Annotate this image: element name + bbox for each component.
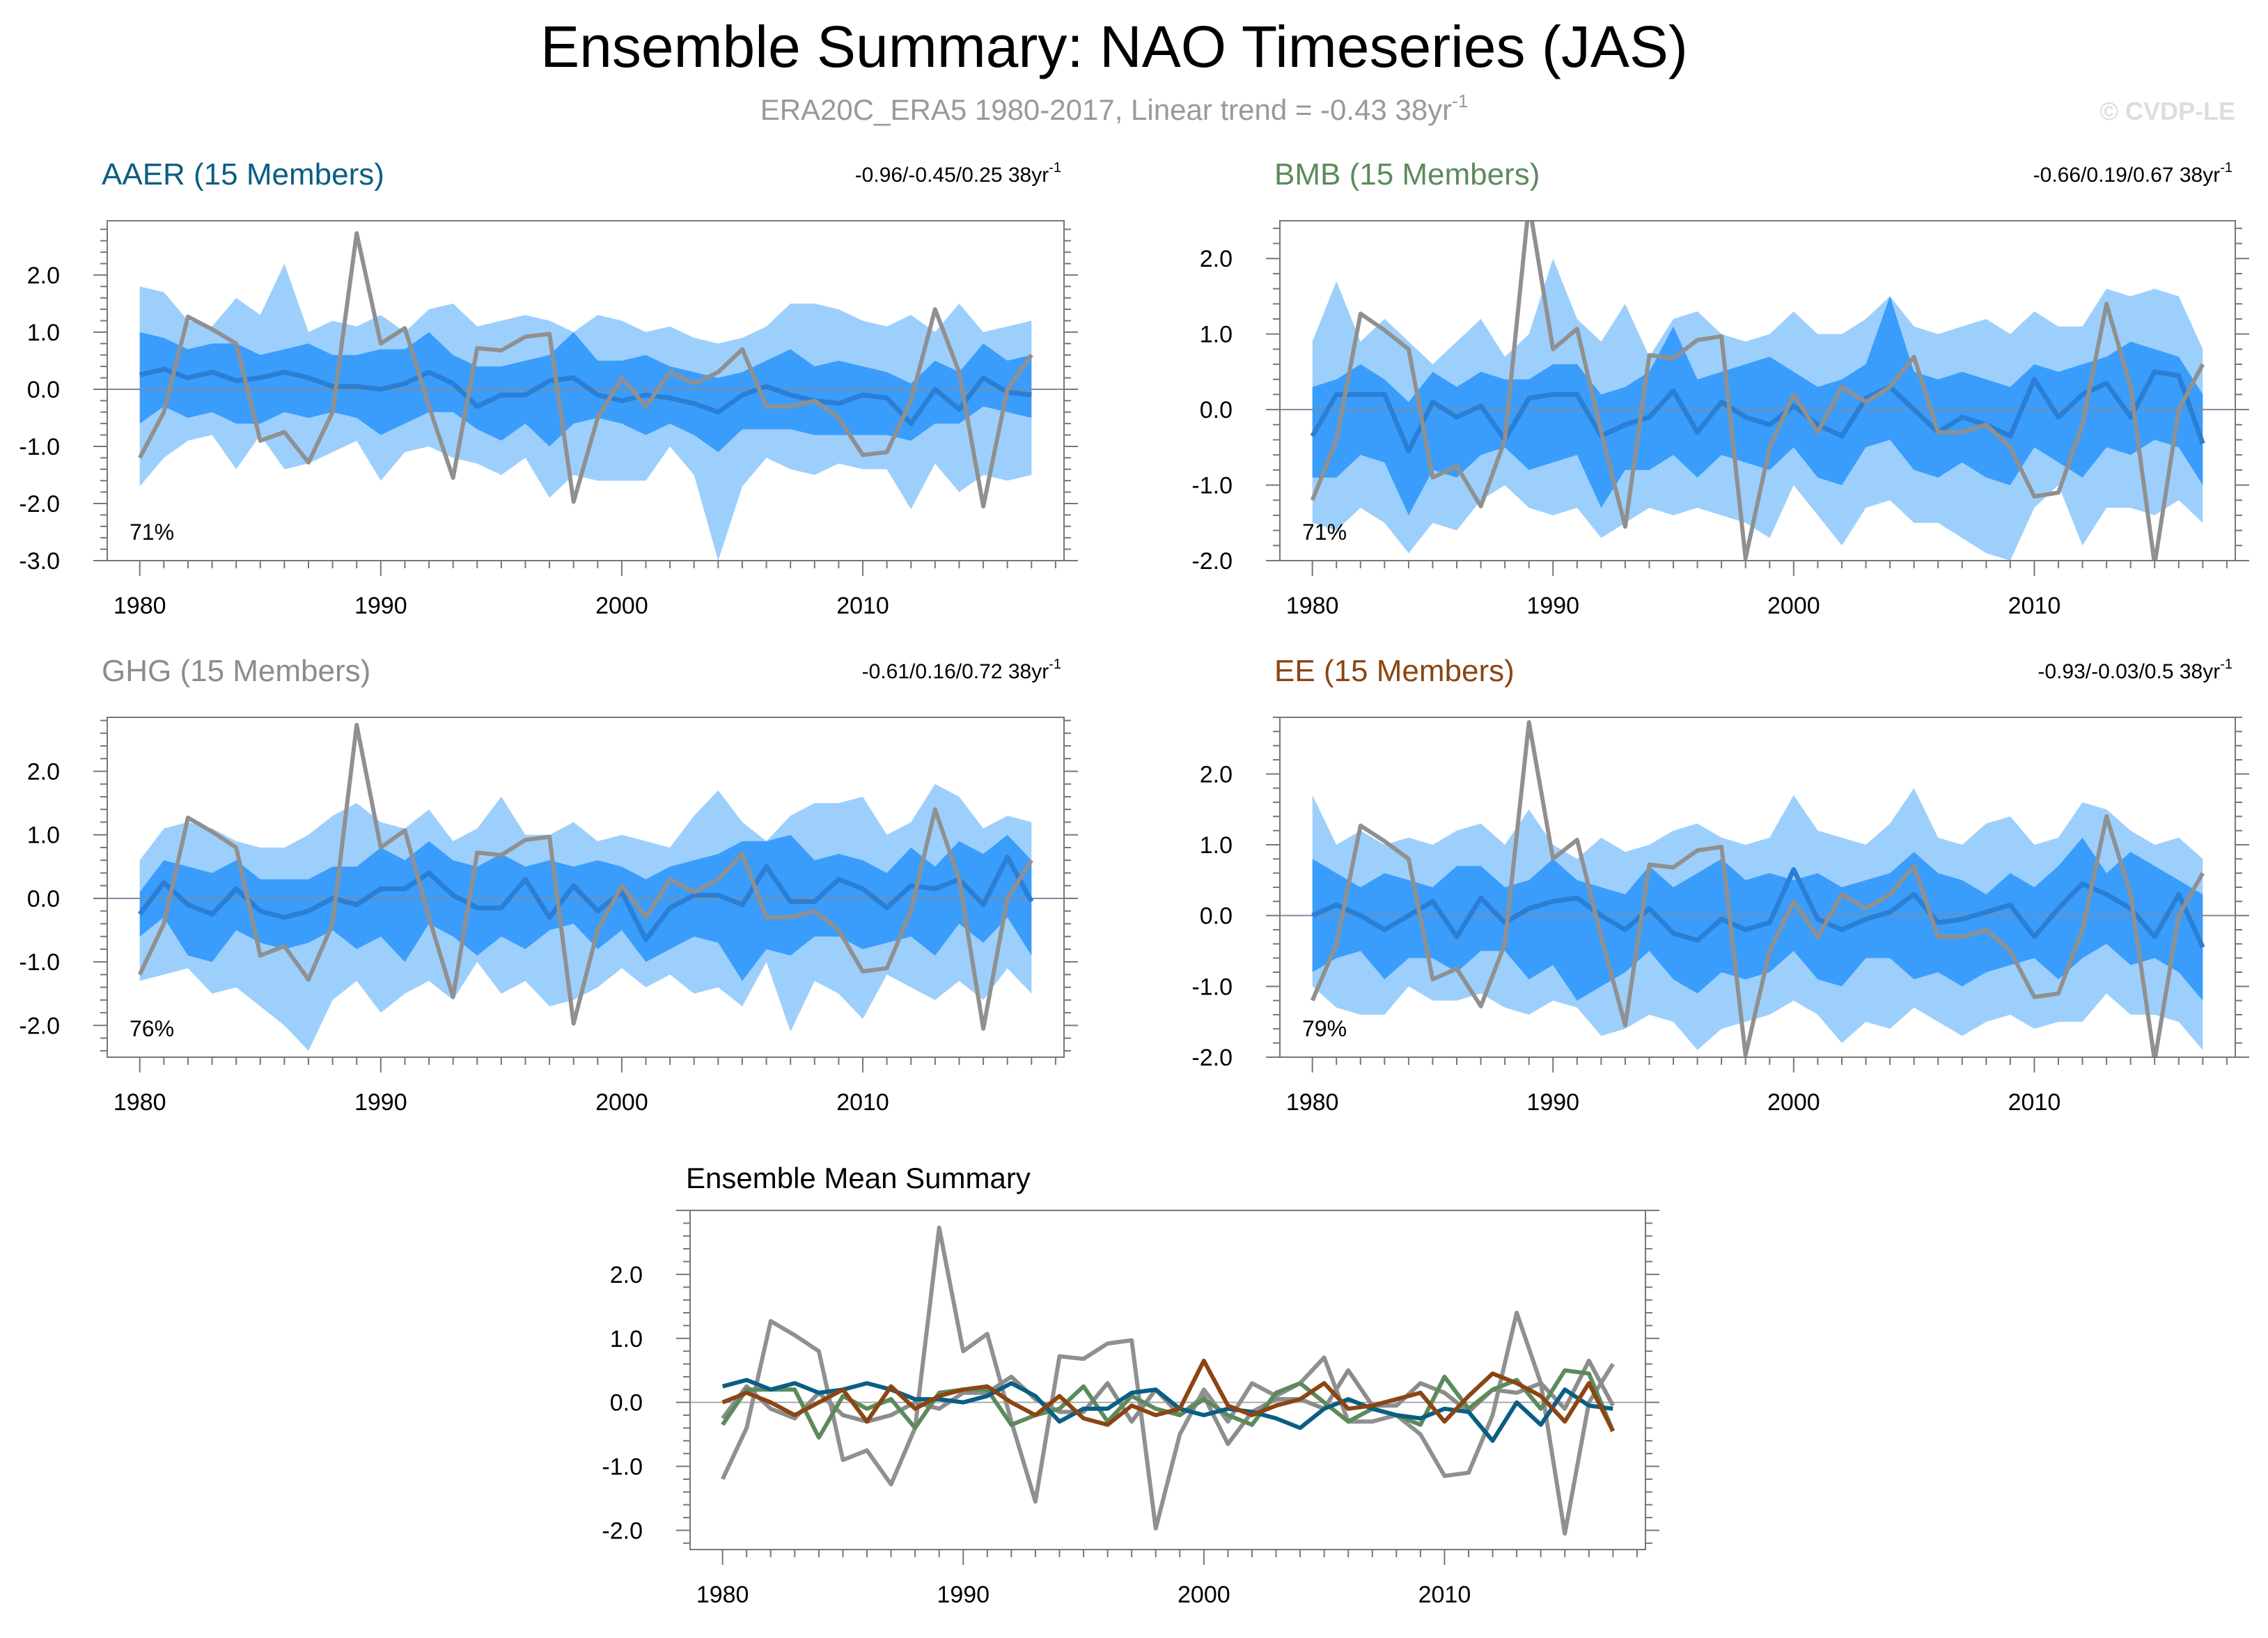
plot-area (107, 231, 1064, 561)
inner-range-band (139, 834, 1032, 981)
observed-line (138, 231, 1033, 509)
series-line-observed (720, 1225, 1615, 1536)
panel-ee: EE (15 Members) -0.93/-0.03/0.5 38yr-1 79%… (1191, 654, 2249, 1116)
panel-summary: Ensemble Mean Summary 2.0 1.0 0.0 -1.0 -2.0 19… (602, 1162, 1659, 1608)
observed-line (1310, 720, 2205, 1057)
x-tick-label: 1990 (1526, 1089, 1579, 1116)
ensemble-mean-line (1310, 369, 2205, 454)
x-tick-label: 1990 (354, 593, 407, 619)
inner-range-band (1312, 296, 2203, 515)
panel-title: Ensemble Mean Summary (686, 1162, 1031, 1194)
figure-title: Ensemble Summary: NAO Timeseries (JAS) (540, 14, 1688, 79)
y-tick-label: -1.0 (602, 1454, 643, 1481)
x-tick-label: 1990 (937, 1582, 990, 1608)
x-tick-label: 2010 (836, 1089, 889, 1116)
y-tick-label: -1.0 (19, 434, 60, 460)
y-tick-label: 0.0 (610, 1390, 643, 1417)
y-tick-label: 0.0 (27, 886, 60, 912)
panel-aaer: AAER (15 Members) -0.96/-0.45/0.25 38yr-1… (19, 157, 1078, 619)
x-tick-label: 2010 (1418, 1582, 1471, 1608)
x-tick-label: 2010 (836, 593, 889, 619)
ensemble-mean-line (137, 855, 1034, 942)
trend-label: -0.96/-0.45/0.25 38yr-1 (855, 160, 1061, 187)
series-line-ee (721, 1358, 1615, 1433)
y-tick-label: 1.0 (610, 1326, 643, 1352)
y-tick-label: 0.0 (1200, 397, 1233, 423)
inner-range-band (1312, 837, 2203, 1001)
y-tick-label: 0.0 (1200, 903, 1233, 930)
trend-label: -0.93/-0.03/0.5 38yr-1 (2038, 657, 2232, 683)
x-tick-label: 2010 (2008, 593, 2061, 619)
x-tick-label: 1980 (114, 1089, 166, 1116)
x-tick-label: 2000 (1767, 1089, 1820, 1116)
subtitle-superscript: -1 (1452, 91, 1468, 111)
y-tick-label: -1.0 (1191, 974, 1233, 1000)
y-tick-label: -1.0 (1191, 473, 1233, 499)
percent-label: 79% (1302, 1016, 1347, 1041)
y-tick-label: -2.0 (602, 1518, 643, 1544)
plot-area (1280, 720, 2235, 1057)
y-tick-label: 1.0 (1200, 832, 1233, 859)
y-tick-label: -2.0 (19, 491, 60, 517)
x-tick-label: 1990 (354, 1089, 407, 1116)
y-tick-label: 1.0 (27, 822, 60, 849)
x-tick-label: 2010 (2008, 1089, 2061, 1116)
plot-area (107, 722, 1064, 1051)
ensemble-mean-line (1311, 867, 2205, 949)
observed-line (137, 722, 1033, 1031)
y-tick-label: 2.0 (1200, 246, 1233, 272)
plot-frame (689, 1210, 1646, 1550)
figure-subtitle: ERA20C_ERA5 1980-2017, Linear trend = -0… (760, 91, 1469, 126)
x-tick-label: 2000 (1178, 1582, 1230, 1608)
x-tick-label: 2000 (595, 593, 648, 619)
y-tick-label: -3.0 (19, 548, 60, 575)
y-tick-label: 2.0 (1200, 761, 1233, 788)
plot-frame (1279, 220, 2236, 561)
series-line-ghg (721, 1358, 1615, 1446)
plot-frame (107, 220, 1065, 561)
trend-label: -0.61/0.16/0.72 38yr-1 (862, 657, 1061, 683)
x-tick-label: 1980 (1286, 593, 1339, 619)
plot-frame (107, 717, 1065, 1058)
percent-label: 76% (130, 1016, 174, 1041)
plot-area (1280, 221, 2235, 561)
x-tick-label: 2000 (1767, 593, 1820, 619)
panel-title: BMB (15 Members) (1274, 157, 1540, 192)
x-tick-label: 1980 (1286, 1089, 1339, 1116)
trend-label: -0.66/0.19/0.67 38yr-1 (2033, 160, 2232, 187)
y-tick-label: 2.0 (610, 1262, 643, 1288)
observed-line (1310, 221, 2205, 561)
y-tick-label: 2.0 (27, 759, 60, 786)
percent-label: 71% (1302, 520, 1347, 545)
y-tick-label: -2.0 (1191, 548, 1233, 575)
panel-bmb: BMB (15 Members) -0.66/0.19/0.67 38yr-1 71… (1191, 157, 2249, 619)
x-tick-label: 1990 (1526, 593, 1579, 619)
x-tick-label: 1980 (696, 1582, 749, 1608)
panel-title: AAER (15 Members) (102, 157, 384, 192)
watermark: © CVDP-LE (2099, 97, 2235, 125)
plot-area (690, 1225, 1645, 1536)
percent-label: 71% (130, 520, 174, 545)
y-tick-label: -2.0 (1191, 1045, 1233, 1071)
y-tick-label: -2.0 (19, 1013, 60, 1039)
y-tick-label: 2.0 (27, 263, 60, 289)
x-tick-label: 1980 (114, 593, 166, 619)
y-tick-label: -1.0 (19, 949, 60, 976)
panel-title: EE (15 Members) (1274, 654, 1515, 688)
x-tick-label: 2000 (595, 1089, 648, 1116)
y-tick-label: 1.0 (1200, 322, 1233, 348)
panel-ghg: GHG (15 Members) -0.61/0.16/0.72 38yr-1 76… (19, 654, 1078, 1116)
ensemble-mean-line (139, 366, 1032, 426)
y-tick-label: 0.0 (27, 377, 60, 403)
inner-range-band (139, 332, 1032, 453)
series-line-aaer (721, 1378, 1613, 1443)
panel-title: GHG (15 Members) (102, 654, 370, 688)
y-tick-label: 1.0 (27, 320, 60, 346)
